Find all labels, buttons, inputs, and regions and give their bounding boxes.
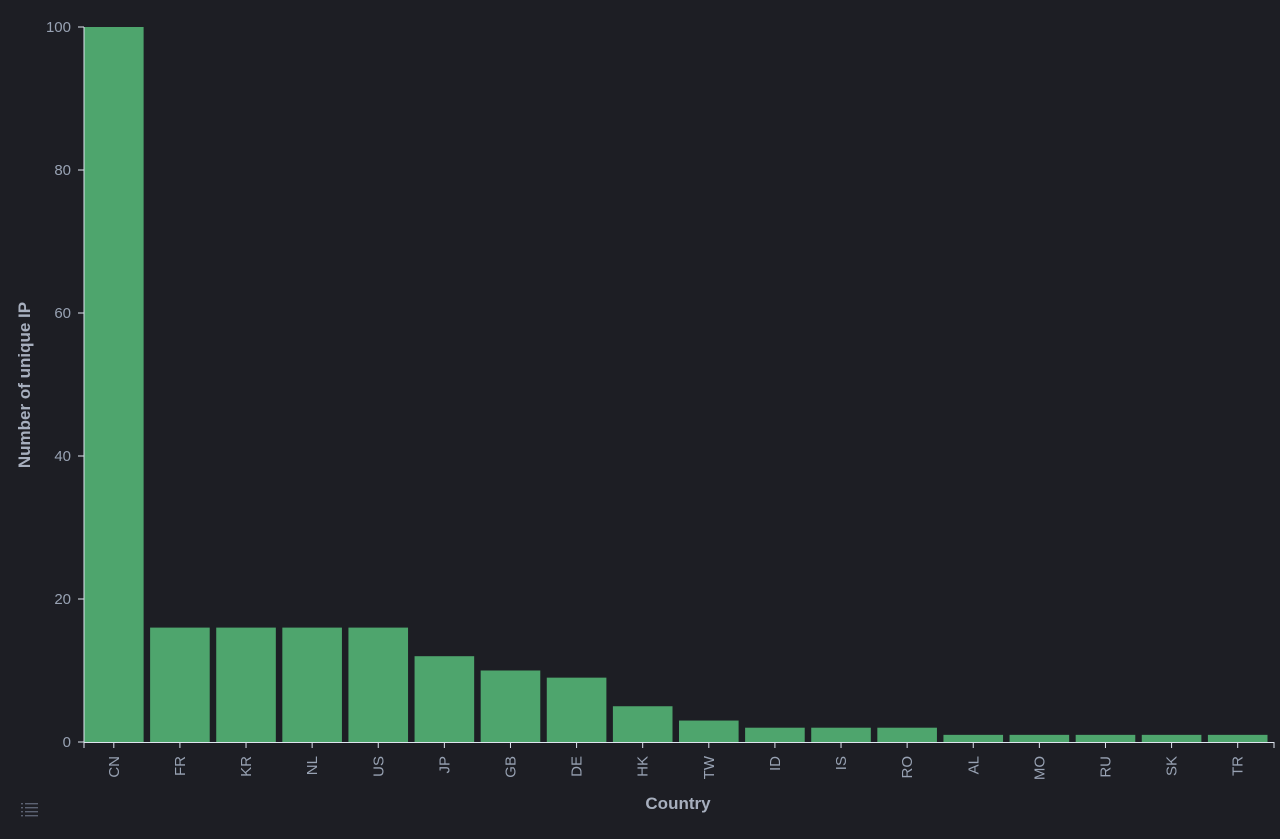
bar-hk[interactable] [612, 706, 673, 742]
bar-jp[interactable] [414, 656, 475, 742]
x-tick-label: RO [899, 756, 916, 779]
bar-mo[interactable] [1009, 734, 1070, 742]
x-tick-label: RU [1097, 756, 1114, 778]
y-tick-label: 80 [54, 162, 71, 179]
legend-toggle-button[interactable] [20, 801, 40, 819]
x-tick-label: US [370, 756, 387, 777]
x-axis-title: Country [645, 794, 711, 813]
y-axis-title: Number of unique IP [15, 302, 34, 468]
x-tick-label: ID [767, 756, 784, 771]
bar-de[interactable] [546, 677, 607, 742]
bar-is[interactable] [811, 727, 871, 742]
y-tick-label: 60 [54, 305, 71, 322]
x-tick-label: TR [1230, 756, 1247, 776]
x-tick-label: IS [833, 756, 850, 770]
bar-id[interactable] [745, 727, 805, 742]
bar-tr[interactable] [1207, 734, 1268, 742]
x-tick-label: FR [172, 756, 189, 776]
bar-nl[interactable] [282, 627, 342, 742]
x-tick-label: AL [965, 756, 982, 774]
bar-ru[interactable] [1075, 734, 1136, 742]
x-axis: CN FR KR NL US JP GB DE HK TW ID IS RO AL MO RU SK TR [83, 742, 1275, 780]
bar-us[interactable] [348, 627, 409, 742]
bar-sk[interactable] [1141, 734, 1202, 742]
bar-al[interactable] [943, 734, 1004, 742]
x-tick-label: SK [1164, 756, 1181, 776]
bar-ro[interactable] [877, 727, 937, 742]
bar-fr[interactable] [150, 627, 210, 742]
x-tick-label: MO [1031, 756, 1048, 780]
x-tick-label: DE [569, 756, 586, 777]
bar-tw[interactable] [679, 720, 739, 742]
list-icon [21, 803, 38, 817]
y-axis: 0 20 40 60 80 100 [46, 19, 85, 751]
y-tick-label: 40 [54, 448, 71, 465]
bar-kr[interactable] [216, 627, 276, 742]
y-tick-label: 100 [46, 19, 71, 36]
x-tick-label: HK [635, 756, 652, 777]
y-tick-label: 0 [63, 734, 71, 751]
x-tick-label: JP [436, 756, 453, 774]
bar-cn[interactable] [84, 27, 144, 742]
x-tick-label: KR [238, 756, 255, 777]
bars-layer [84, 27, 1268, 742]
x-tick-label: NL [304, 756, 321, 775]
bar-gb[interactable] [480, 670, 541, 743]
x-tick-label: TW [701, 755, 718, 779]
x-tick-label: CN [106, 756, 123, 778]
y-tick-label: 20 [54, 591, 71, 608]
x-tick-label: GB [502, 756, 519, 778]
